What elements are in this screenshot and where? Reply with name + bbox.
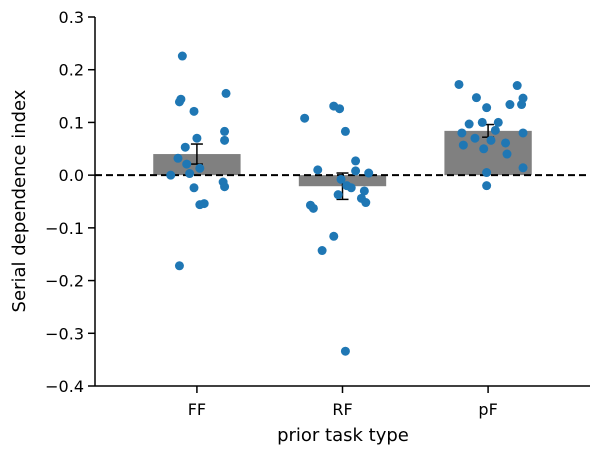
data-point: [505, 100, 515, 110]
x-tick-label-ff: FF: [188, 400, 206, 419]
data-point: [340, 346, 350, 356]
x-ticks: FF RF pF: [188, 386, 498, 419]
data-point: [195, 200, 205, 210]
data-point: [471, 93, 481, 103]
data-point: [517, 100, 527, 110]
x-axis-label: prior task type: [277, 425, 409, 446]
data-point: [174, 97, 184, 107]
data-point: [361, 198, 371, 208]
data-point: [182, 159, 192, 169]
data-point: [454, 79, 464, 89]
data-point: [174, 261, 184, 271]
data-point: [490, 125, 500, 135]
data-point: [300, 113, 310, 123]
data-point: [477, 117, 487, 127]
data-point: [221, 88, 231, 98]
data-point: [220, 126, 230, 136]
data-point: [166, 170, 176, 180]
data-point: [351, 166, 361, 176]
data-points: [166, 51, 528, 356]
y-ticks: 0.3 0.2 0.1 0.0 −0.1 −0.2 −0.3 −0.4: [45, 8, 95, 396]
data-point: [482, 103, 492, 113]
data-point: [479, 144, 489, 154]
axes: [94, 17, 590, 387]
data-point: [359, 186, 369, 196]
data-point: [364, 168, 374, 178]
data-point: [180, 142, 190, 152]
data-point: [502, 149, 512, 159]
data-point: [486, 135, 496, 145]
data-point: [482, 181, 492, 191]
data-point: [329, 231, 339, 241]
y-tick-label: 0.1: [59, 113, 84, 132]
data-point: [470, 133, 480, 143]
y-tick-label: 0.3: [59, 8, 84, 27]
data-point: [457, 128, 467, 138]
data-point: [189, 106, 199, 116]
y-tick-label: −0.1: [45, 219, 84, 238]
y-tick-label: −0.2: [45, 272, 84, 291]
data-point: [308, 203, 318, 213]
data-point: [313, 165, 323, 175]
data-point: [333, 190, 343, 200]
data-point: [351, 156, 361, 166]
data-point: [220, 182, 230, 192]
data-point: [192, 133, 202, 143]
data-point: [346, 183, 356, 193]
data-point: [336, 174, 346, 184]
data-point: [335, 104, 345, 114]
data-point: [518, 163, 528, 173]
x-tick-label-rf: RF: [332, 400, 352, 419]
y-axis-label: Serial dependence index: [9, 89, 30, 312]
data-point: [185, 169, 195, 179]
y-tick-label: −0.4: [45, 377, 84, 396]
data-point: [501, 138, 511, 148]
data-point: [518, 128, 528, 138]
data-point: [220, 135, 230, 145]
data-point: [493, 117, 503, 127]
y-tick-label: −0.3: [45, 324, 84, 343]
data-point: [189, 183, 199, 193]
data-point: [512, 81, 522, 91]
data-point: [195, 163, 205, 173]
data-point: [340, 126, 350, 136]
data-point: [317, 246, 327, 256]
y-tick-label: 0.0: [59, 166, 84, 185]
data-point: [177, 51, 187, 61]
data-point: [458, 140, 468, 150]
data-point: [464, 119, 474, 129]
data-point: [173, 153, 183, 163]
y-tick-label: 0.2: [59, 61, 84, 80]
data-point: [482, 168, 492, 178]
x-tick-label-pf: pF: [478, 400, 497, 419]
